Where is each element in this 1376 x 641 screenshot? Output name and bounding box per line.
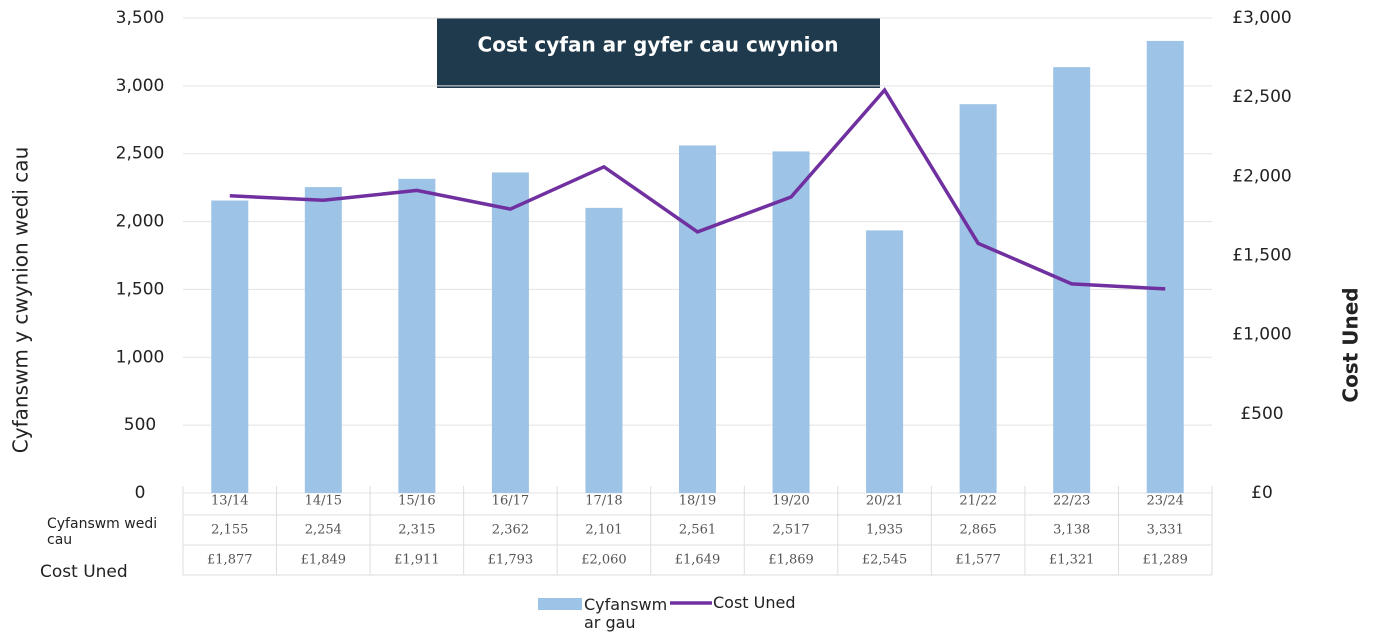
y2-tick-label: £500 xyxy=(1240,404,1283,424)
y-tick-label: 3,500 xyxy=(116,8,165,28)
y-tick-label: 0 xyxy=(135,483,146,503)
x-tick-label: 17/18 xyxy=(585,494,622,509)
bar xyxy=(304,187,342,493)
annotation: Cost cyfan ar gyfer cau cwynion xyxy=(478,33,839,57)
table-value: 3,331 xyxy=(1147,523,1184,538)
table-value: 2,315 xyxy=(398,523,435,538)
bar xyxy=(1146,40,1184,493)
x-tick-label: 13/14 xyxy=(211,494,248,509)
table-value: £1,793 xyxy=(488,553,534,568)
x-tick-label: 20/21 xyxy=(866,494,903,509)
table-value: 2,254 xyxy=(305,523,342,538)
y2-tick-label: £2,500 xyxy=(1232,87,1291,107)
x-tick-label: 14/15 xyxy=(305,494,342,509)
annotation-box xyxy=(437,18,880,88)
bar xyxy=(398,178,436,494)
y2-tick-label: £1,500 xyxy=(1232,246,1291,266)
table-value: 2,865 xyxy=(960,523,997,538)
table-row-label: Cyfanswm wedi cau xyxy=(47,516,158,548)
table-value: £2,060 xyxy=(581,553,627,568)
bar xyxy=(679,145,716,493)
bar xyxy=(491,172,529,493)
y2-tick-label: £3,000 xyxy=(1232,8,1291,28)
bar xyxy=(772,151,810,493)
y-tick-label: 2,500 xyxy=(116,144,165,164)
table-value: £2,545 xyxy=(862,553,908,568)
bar xyxy=(585,207,623,493)
x-tick-label: 15/16 xyxy=(398,494,435,509)
x-tick-label: 18/19 xyxy=(679,494,716,509)
y2-tick-label: £1,000 xyxy=(1232,325,1291,345)
x-tick-label: 21/22 xyxy=(959,494,996,509)
table-value: £1,869 xyxy=(768,553,814,568)
y-tick-label: 3,000 xyxy=(116,76,165,96)
y2-tick-label: £0 xyxy=(1251,483,1273,503)
table-value: £1,911 xyxy=(394,553,440,568)
table-value: £1,321 xyxy=(1049,553,1095,568)
x-tick-label: 22/23 xyxy=(1053,494,1090,509)
legend-label: Cost Uned xyxy=(713,593,796,612)
table-value: £1,849 xyxy=(301,553,347,568)
line xyxy=(229,87,1166,291)
table-value: 2,362 xyxy=(492,523,529,538)
table-value: £1,649 xyxy=(675,553,721,568)
table-row-label: Cost Uned xyxy=(40,562,128,582)
legend-swatch xyxy=(538,598,582,610)
x-tick-label: 23/24 xyxy=(1146,494,1183,509)
x-tick-label: 16/17 xyxy=(492,494,529,509)
y-tick-label: 500 xyxy=(124,415,156,435)
bar xyxy=(959,104,997,493)
y-tick-label: 2,000 xyxy=(116,212,165,232)
legend-label: Cyfanswm ar gau xyxy=(584,595,668,632)
table-value: 3,138 xyxy=(1053,523,1090,538)
bar xyxy=(211,200,249,494)
y-tick-label: 1,500 xyxy=(116,279,165,299)
table-value: 2,517 xyxy=(772,523,809,538)
y-axis-title: Cyfanswm y cwynion wedi cau xyxy=(9,147,33,453)
x-tick-label: 19/20 xyxy=(772,494,809,509)
table-value: 2,561 xyxy=(679,523,716,538)
y-tick-label: 1,000 xyxy=(116,347,165,367)
table-value: £1,577 xyxy=(955,553,1001,568)
bar xyxy=(866,230,904,493)
table-value: £1,877 xyxy=(207,553,253,568)
table-value: 2,101 xyxy=(585,523,622,538)
table-value: £1,289 xyxy=(1142,553,1188,568)
table-value: 1,935 xyxy=(866,523,903,538)
y2-tick-label: £2,000 xyxy=(1232,166,1291,186)
y2-axis-title: Cost Uned xyxy=(1339,287,1363,402)
table-value: 2,155 xyxy=(211,523,248,538)
